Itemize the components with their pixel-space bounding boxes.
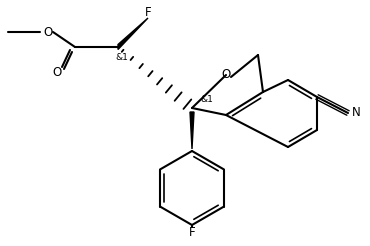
Text: N: N [352, 107, 360, 120]
Text: &1: &1 [201, 95, 213, 105]
Text: O: O [53, 66, 62, 79]
Polygon shape [118, 18, 148, 49]
Text: &1: &1 [115, 52, 128, 62]
Text: F: F [189, 226, 195, 239]
Text: O: O [43, 26, 53, 39]
Text: O: O [221, 68, 231, 81]
Polygon shape [190, 112, 194, 149]
Text: F: F [145, 6, 151, 19]
